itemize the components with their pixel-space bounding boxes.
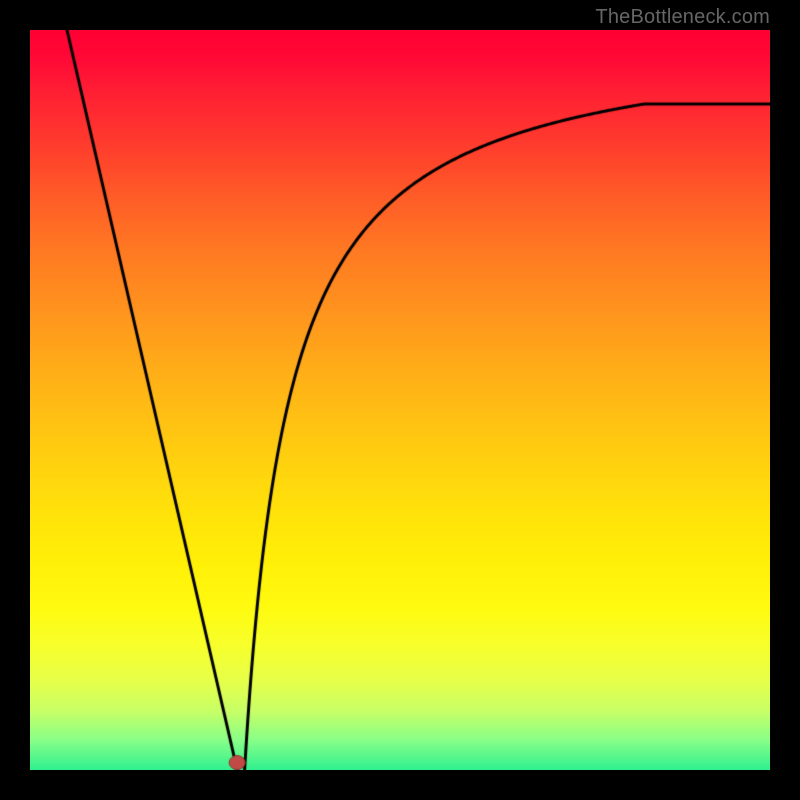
chart-outer-frame: TheBottleneck.com — [0, 0, 800, 800]
bottleneck-curve — [30, 30, 770, 770]
watermark-text: TheBottleneck.com — [595, 6, 770, 29]
chart-plot-area — [30, 30, 770, 770]
